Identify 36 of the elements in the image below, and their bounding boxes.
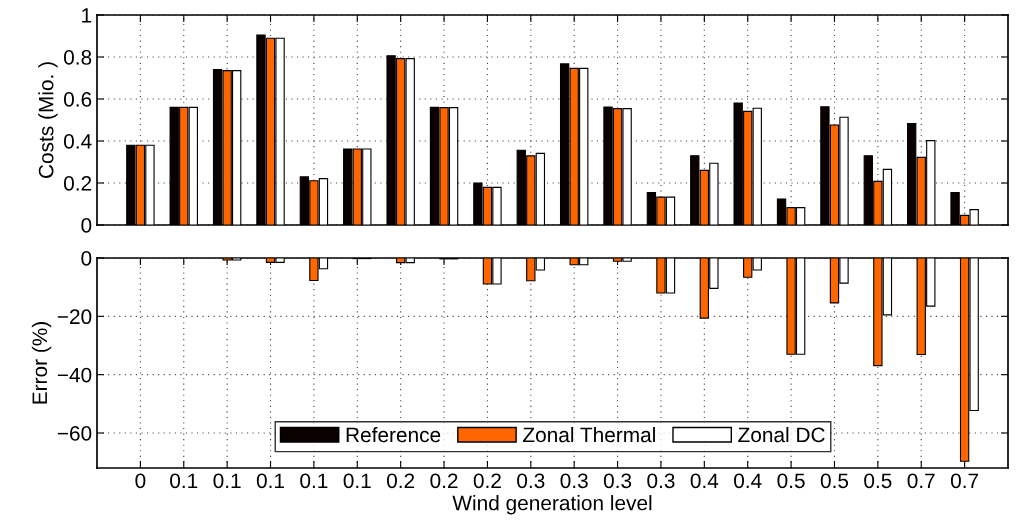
x-tick-label: 0.3 bbox=[560, 473, 588, 489]
y-tick-label: 0 bbox=[81, 218, 92, 233]
legend-label: Reference bbox=[346, 426, 441, 443]
y-tick-label: 0 bbox=[81, 251, 92, 266]
legend-label: Zonal DC bbox=[738, 426, 825, 443]
x-tick-label: 0.5 bbox=[820, 473, 849, 489]
x-tick-label: 0.5 bbox=[864, 473, 892, 489]
x-tick-label: 0.2 bbox=[473, 473, 501, 489]
x-tick-label: 0.2 bbox=[430, 473, 458, 489]
x-tick-label: 0.1 bbox=[256, 473, 284, 489]
x-tick-label: 0.5 bbox=[777, 473, 805, 489]
x-tick-label: 0.3 bbox=[517, 473, 545, 489]
y-tick-label: 1 bbox=[82, 8, 92, 23]
y-axis-title: Costs (Mio. ) bbox=[38, 62, 58, 178]
x-tick-label: 0.3 bbox=[647, 473, 675, 489]
y-tick-label: −40 bbox=[57, 367, 92, 383]
x-tick-label: 0.2 bbox=[387, 473, 415, 489]
x-tick-label: 0.4 bbox=[734, 473, 762, 489]
y-tick-label: 0.6 bbox=[63, 92, 92, 107]
x-tick-label: 0.4 bbox=[690, 473, 719, 489]
x-tick-label: 0.1 bbox=[300, 473, 328, 489]
x-tick-label: 0 bbox=[135, 473, 146, 489]
y-tick-label: −60 bbox=[57, 426, 92, 441]
y-tick-label: −20 bbox=[57, 309, 92, 325]
x-axis-title: Wind generation level bbox=[452, 495, 652, 515]
x-tick-label: 0.1 bbox=[213, 473, 241, 489]
y-tick-label: 0.2 bbox=[63, 176, 92, 191]
x-tick-label: 0.1 bbox=[343, 473, 371, 489]
y-tick-label: 0.8 bbox=[63, 50, 92, 65]
y-axis-title: Error (%) bbox=[31, 322, 52, 404]
y-tick-label: 0.4 bbox=[63, 134, 92, 149]
x-tick-label: 0.3 bbox=[603, 473, 632, 489]
x-tick-label: 0.1 bbox=[170, 473, 198, 489]
x-tick-label: 0.7 bbox=[950, 473, 979, 489]
legend-label: Zonal Thermal bbox=[523, 426, 655, 443]
x-tick-label: 0.7 bbox=[907, 473, 935, 489]
